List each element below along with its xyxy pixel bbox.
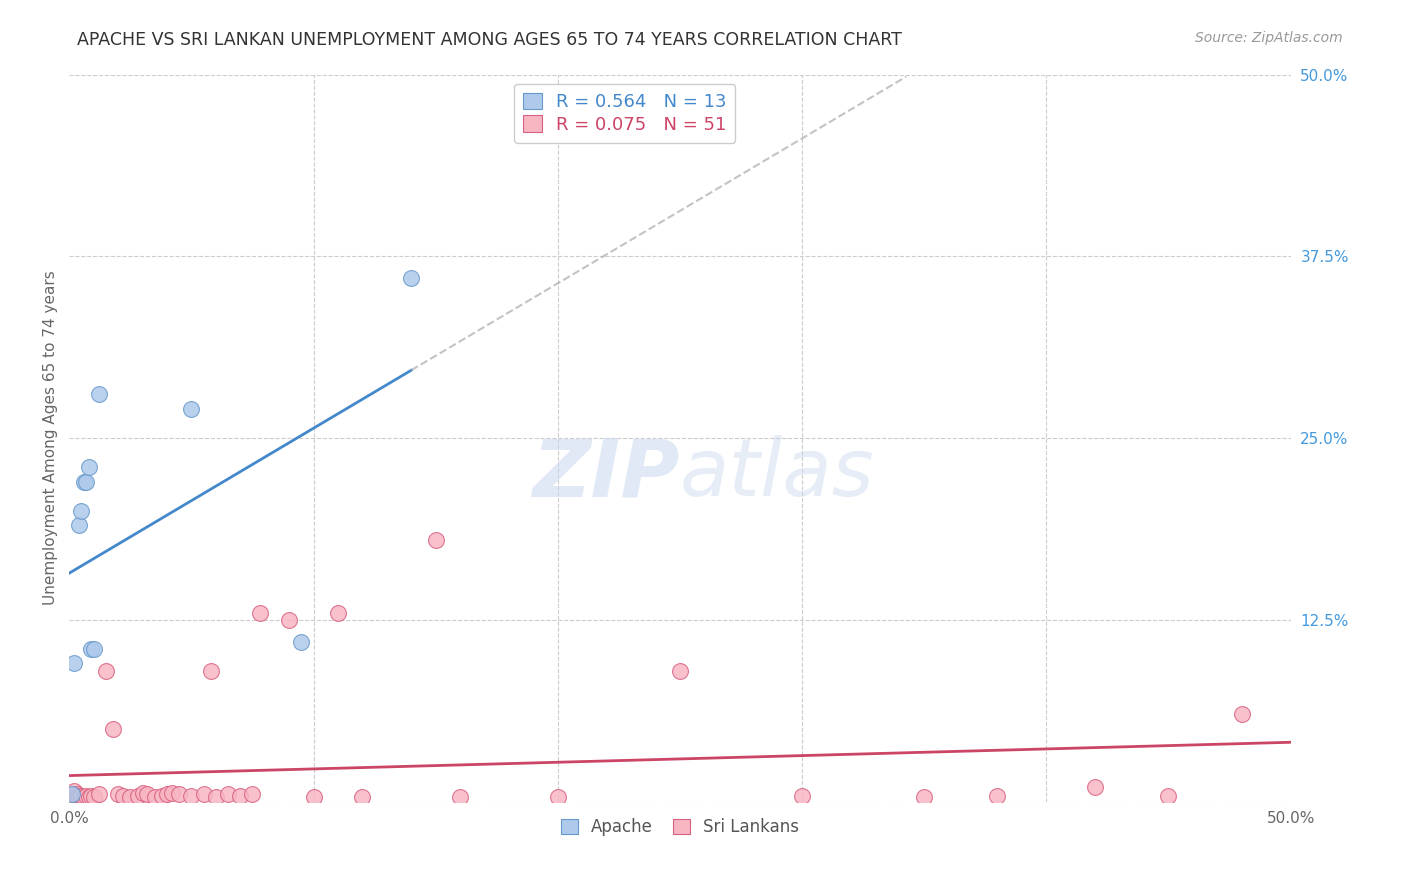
Point (180, 401, 202, 416)
Point (67, 790, 90, 805)
Point (111, 789, 134, 803)
Point (167, 787, 190, 801)
Point (60, 787, 83, 801)
Point (790, 789, 813, 803)
Point (131, 786, 153, 800)
Point (449, 790, 471, 805)
Point (1230, 707, 1253, 722)
Point (63, 790, 86, 805)
Text: atlas: atlas (681, 435, 875, 514)
Point (399, 271, 422, 285)
Point (242, 787, 264, 801)
Point (150, 789, 173, 803)
Point (200, 664, 222, 678)
Point (278, 613, 301, 627)
Point (77, 460, 100, 475)
Text: Source: ZipAtlas.com: Source: ZipAtlas.com (1195, 31, 1343, 45)
Point (986, 789, 1008, 803)
Point (217, 787, 239, 801)
Point (193, 787, 215, 801)
Point (547, 790, 569, 805)
Point (425, 533, 447, 547)
Point (83, 641, 105, 656)
Point (70, 504, 93, 518)
Point (73, 790, 96, 805)
Point (120, 790, 142, 805)
Point (204, 790, 226, 805)
Point (75, 475, 97, 489)
Y-axis label: Unemployment Among Ages 65 to 74 years: Unemployment Among Ages 65 to 74 years (44, 270, 58, 606)
Point (65, 787, 87, 801)
Point (73, 475, 96, 489)
Point (70, 790, 93, 805)
Text: ZIP: ZIP (533, 435, 681, 514)
Legend: Apache, Sri Lankans: Apache, Sri Lankans (553, 809, 807, 844)
Point (352, 790, 374, 805)
Point (136, 787, 159, 801)
Point (87, 387, 110, 401)
Point (302, 790, 325, 805)
Point (912, 790, 935, 805)
Point (65, 790, 87, 805)
Point (1157, 789, 1180, 803)
Point (143, 790, 166, 805)
Point (80, 641, 103, 656)
Point (669, 664, 692, 678)
Point (180, 789, 202, 803)
Point (1084, 780, 1107, 794)
Point (249, 606, 271, 620)
Point (94, 664, 117, 678)
Text: APACHE VS SRI LANKAN UNEMPLOYMENT AMONG AGES 65 TO 74 YEARS CORRELATION CHART: APACHE VS SRI LANKAN UNEMPLOYMENT AMONG … (77, 31, 903, 49)
Point (60, 787, 83, 801)
Point (67, 518, 90, 533)
Point (75, 789, 97, 803)
Point (326, 606, 349, 620)
Point (87, 787, 110, 801)
Point (160, 786, 183, 800)
Point (156, 787, 179, 801)
Point (83, 790, 105, 805)
Point (290, 634, 312, 648)
Point (70, 789, 93, 803)
Point (60, 790, 83, 805)
Point (127, 789, 149, 803)
Point (63, 657, 86, 671)
Point (80, 789, 103, 803)
Point (103, 722, 125, 736)
Point (77, 790, 100, 805)
Point (229, 789, 252, 803)
Point (107, 787, 129, 801)
Point (67, 789, 90, 803)
Point (63, 784, 86, 798)
